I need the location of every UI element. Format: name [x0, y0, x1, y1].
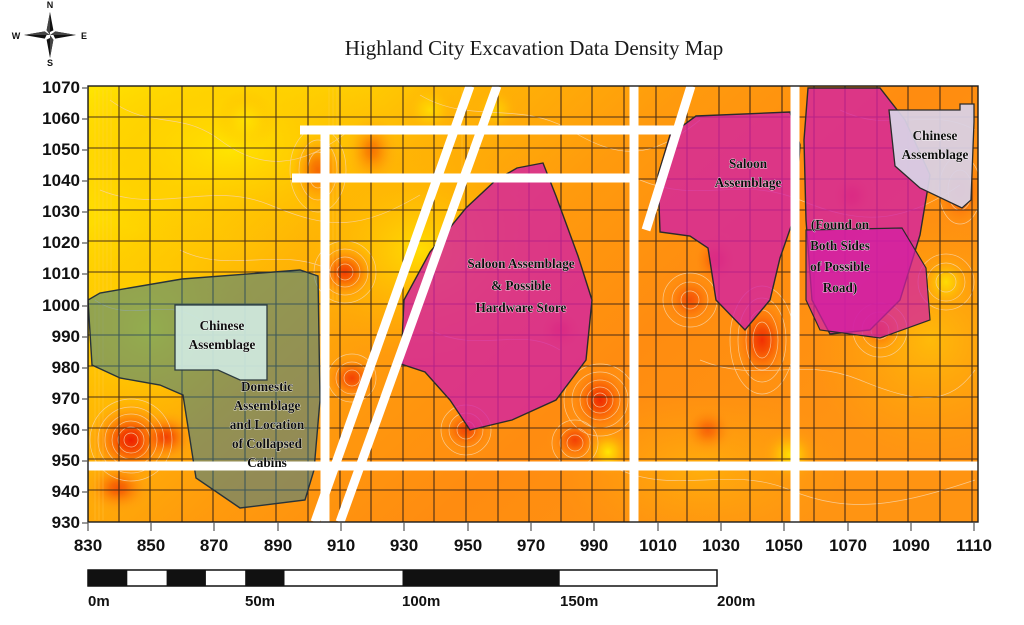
scale-tick-label: 200m	[717, 593, 755, 610]
annotation-saloon-hardware-store: Saloon Assemblage & Possible Hardware St…	[467, 256, 575, 316]
x-tick-label: 1050	[765, 536, 803, 555]
x-tick-label: 830	[74, 536, 102, 555]
y-tick-label: 950	[52, 451, 80, 470]
road-diagonal-b	[335, 86, 502, 522]
x-tick-label: 950	[454, 536, 482, 555]
annotation-saloon-assemblage-east: Saloon Assemblage	[714, 156, 782, 191]
road-diagonal-a	[310, 86, 475, 522]
x-tick-label: 990	[580, 536, 608, 555]
annotation-line: Road)	[823, 280, 857, 295]
y-tick-label: 1030	[42, 202, 80, 221]
region-chinese-assemblage-east[interactable]	[888, 103, 975, 209]
annotation-line: of Possible	[810, 259, 870, 274]
region-found-both-sides-road-lower[interactable]	[805, 227, 931, 339]
road-east-diagonal	[641, 86, 696, 232]
x-tick-label: 870	[200, 536, 228, 555]
x-tick-label: 850	[137, 536, 165, 555]
plot-frame	[87, 85, 979, 523]
compass-north-label: N	[47, 0, 54, 10]
y-tick-label: 930	[52, 513, 80, 532]
y-axis-ticks	[82, 87, 88, 524]
compass-west-label: W	[12, 31, 21, 41]
region-chinese-assemblage-west[interactable]	[174, 304, 268, 381]
annotation-line: (Found on	[811, 217, 870, 232]
annotation-line: Cabins	[247, 455, 287, 470]
y-tick-label: 1060	[42, 109, 80, 128]
annotation-line: Assemblage	[234, 398, 301, 413]
annotation-line: of Collapsed	[232, 436, 303, 451]
annotation-line: Both Sides	[810, 238, 870, 253]
annotation-found-both-sides-road: (Found on Both Sides of Possible Road)	[810, 217, 871, 296]
annotation-line: Chinese	[200, 318, 245, 333]
compass-south-label: S	[47, 58, 53, 68]
x-tick-label: 1030	[702, 536, 740, 555]
annotation-domestic-assemblage: Domestic Assemblage and Location of Coll…	[229, 379, 305, 471]
y-tick-label: 1040	[42, 171, 80, 190]
x-tick-label: 890	[264, 536, 292, 555]
annotation-line: Domestic	[241, 379, 293, 394]
annotation-line: and Location	[230, 417, 305, 432]
annotation-line: Hardware Store	[476, 300, 567, 315]
annotation-line: Saloon	[729, 156, 768, 171]
y-tick-label: 990	[52, 327, 80, 346]
x-axis-ticks	[87, 522, 975, 531]
y-tick-label: 1020	[42, 233, 80, 252]
annotation-line: Saloon Assemblage	[467, 256, 574, 271]
scale-bar-segments	[88, 570, 560, 586]
x-tick-label: 1070	[829, 536, 867, 555]
annotation-line: & Possible	[491, 278, 551, 293]
road-network	[88, 86, 978, 522]
annotation-chinese-assemblage-east: Chinese Assemblage	[901, 128, 969, 163]
scale-tick-label: 100m	[402, 593, 440, 610]
x-axis: 830 850 870 890 910 930 950 970 990 1010…	[74, 522, 992, 555]
scale-tick-label: 150m	[560, 593, 598, 610]
annotation-chinese-assemblage-west: Chinese Assemblage	[188, 318, 256, 353]
scale-bar: 0m 50m 100m 150m 200m	[87, 569, 755, 610]
annotation-line: Assemblage	[189, 337, 256, 352]
annotation-line: Assemblage	[715, 175, 782, 190]
plot-area	[88, 86, 978, 522]
y-tick-label: 940	[52, 482, 80, 501]
map-annotations: Chinese Assemblage Domestic Assemblage a…	[188, 128, 969, 471]
y-tick-label: 980	[52, 358, 80, 377]
annotation-line: Chinese	[913, 128, 958, 143]
y-tick-label: 1050	[42, 140, 80, 159]
compass-east-label: E	[81, 31, 87, 41]
scale-bar-outline	[87, 569, 718, 587]
x-tick-label: 1110	[956, 536, 992, 555]
compass-rose: N S E W	[12, 0, 87, 68]
y-tick-label: 1000	[42, 296, 80, 315]
y-tick-label: 970	[52, 389, 80, 408]
x-tick-label: 970	[517, 536, 545, 555]
y-tick-label: 960	[52, 420, 80, 439]
annotation-line: Assemblage	[902, 147, 969, 162]
y-tick-label: 1010	[42, 264, 80, 283]
x-tick-label: 910	[327, 536, 355, 555]
page-title: Highland City Excavation Data Density Ma…	[345, 36, 724, 60]
x-tick-label: 1010	[639, 536, 677, 555]
x-tick-label: 1090	[892, 536, 930, 555]
scale-tick-label: 50m	[245, 593, 275, 610]
compass-star-icon	[24, 12, 76, 58]
x-tick-label: 930	[390, 536, 418, 555]
scale-tick-label: 0m	[88, 593, 110, 610]
y-axis: 1070 1060 1050 1040 1030 1020 1010 1000 …	[42, 78, 88, 532]
y-tick-label: 1070	[42, 78, 80, 97]
